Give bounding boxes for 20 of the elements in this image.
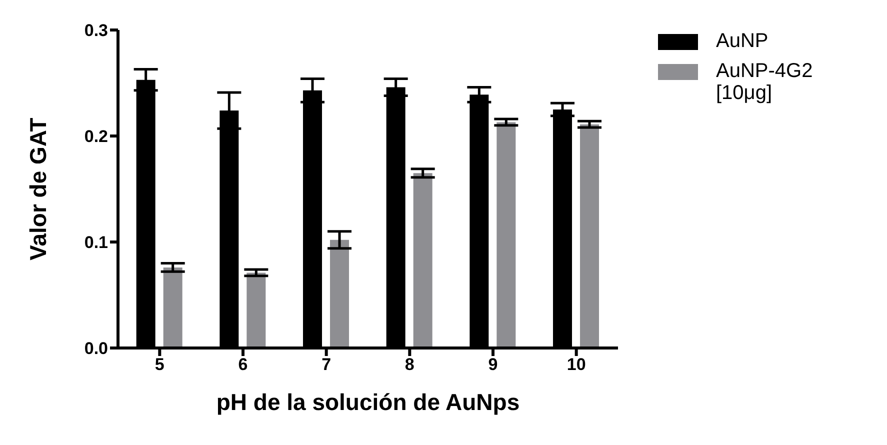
x-tick-label: 7 <box>322 355 332 374</box>
bar <box>496 122 516 348</box>
legend-label: AuNP <box>716 30 770 52</box>
x-tick-label: 10 <box>566 355 586 374</box>
y-tick-label: 0.1 <box>84 233 108 252</box>
y-tick-label: 0.3 <box>84 21 108 40</box>
x-tick-label: 6 <box>238 355 248 374</box>
x-tick-label: 8 <box>404 355 414 374</box>
bar <box>246 272 266 348</box>
bar <box>580 124 599 348</box>
legend-label: AuNP-4G2 [10μg] <box>716 60 814 104</box>
x-tick-label: 9 <box>488 355 498 374</box>
y-axis-title: Valor de GAT <box>25 118 52 260</box>
bar <box>413 173 432 348</box>
bar <box>330 240 349 348</box>
bar <box>163 267 182 348</box>
x-axis-title: pH de la solución de AuNps <box>216 389 520 415</box>
y-tick-label: 0.2 <box>84 127 108 146</box>
y-tick-label: 0.0 <box>84 339 108 358</box>
x-tick-label: 5 <box>154 355 164 374</box>
